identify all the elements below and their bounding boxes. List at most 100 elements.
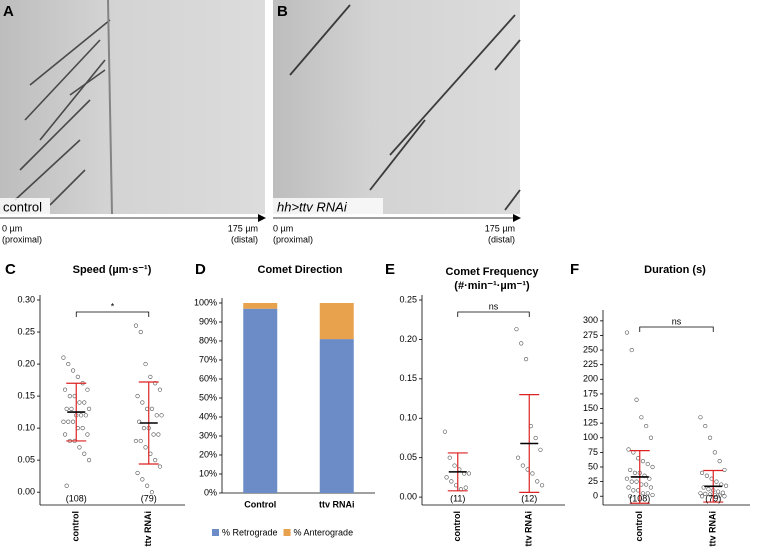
x-tick-label: control xyxy=(452,511,462,542)
data-point xyxy=(151,432,156,437)
y-tick-label: 0.00 xyxy=(17,487,35,497)
data-point xyxy=(634,397,639,402)
data-point xyxy=(514,327,519,332)
data-point xyxy=(85,432,90,437)
data-point xyxy=(515,455,521,460)
y-tick-label: 40% xyxy=(199,411,217,421)
data-point xyxy=(66,361,71,367)
axis-end-note: (distal) xyxy=(488,234,515,244)
data-point xyxy=(140,400,145,405)
data-point xyxy=(67,393,72,399)
kymograph-image xyxy=(273,0,520,214)
y-tick-label: 0.15 xyxy=(17,390,35,400)
data-point xyxy=(648,435,654,440)
bar-segment xyxy=(243,308,278,493)
data-point xyxy=(715,489,721,494)
data-point xyxy=(69,406,74,412)
data-point xyxy=(154,413,159,418)
data-point xyxy=(714,479,719,484)
comet-tracks xyxy=(289,4,521,211)
data-point xyxy=(135,470,140,476)
data-point xyxy=(533,435,538,441)
y-tick-label: 275 xyxy=(583,330,598,340)
data-point xyxy=(520,463,525,468)
data-point xyxy=(519,341,524,346)
y-tick-label: 175 xyxy=(583,388,598,398)
axis-end-note: (distal) xyxy=(231,234,258,244)
data-point xyxy=(703,491,708,496)
chart-title: Comet Direction xyxy=(258,264,343,276)
data-point xyxy=(703,423,708,429)
panel-label: F xyxy=(570,261,579,278)
data-point xyxy=(159,413,164,418)
data-point xyxy=(141,426,147,431)
data-point xyxy=(629,479,634,484)
chart-title: Duration (s) xyxy=(644,264,706,276)
data-point xyxy=(149,406,155,412)
n-label: (79) xyxy=(705,493,721,503)
legend-label: % Retrograde xyxy=(222,527,278,537)
data-point xyxy=(77,445,82,450)
data-point xyxy=(640,491,646,496)
y-tick-label: 0 xyxy=(593,491,598,501)
y-tick-label: 250 xyxy=(583,344,598,354)
data-point xyxy=(629,347,634,353)
data-point xyxy=(62,432,68,437)
data-point xyxy=(156,432,161,437)
y-tick-label: 100% xyxy=(194,297,217,307)
data-point xyxy=(628,494,633,499)
data-point xyxy=(62,387,68,392)
y-tick-label: 50% xyxy=(199,392,217,402)
y-tick-label: 75 xyxy=(588,447,598,457)
data-point xyxy=(143,445,148,450)
significance-label: * xyxy=(111,301,115,311)
y-tick-label: 0.20 xyxy=(17,358,35,368)
data-point xyxy=(149,490,155,495)
y-tick-label: 125 xyxy=(583,418,598,428)
y-tick-label: 0.25 xyxy=(17,326,35,336)
data-point xyxy=(699,470,705,475)
data-point xyxy=(626,447,631,452)
y-tick-label: 0% xyxy=(204,487,217,497)
bar-segment xyxy=(319,303,354,340)
data-point xyxy=(77,400,82,405)
data-point xyxy=(148,374,153,379)
data-point xyxy=(722,494,727,499)
y-tick-label: 200 xyxy=(583,374,598,384)
data-point xyxy=(639,415,644,420)
axis-end: 175 µm xyxy=(228,223,258,233)
data-point xyxy=(704,473,709,478)
significance-bracket xyxy=(75,311,150,317)
data-point xyxy=(135,393,140,399)
x-tick-label: ttv RNAi xyxy=(319,499,355,509)
data-point xyxy=(466,471,472,476)
data-point xyxy=(720,490,725,495)
data-point xyxy=(723,483,729,488)
data-point xyxy=(624,476,630,481)
y-tick-label: 100 xyxy=(583,432,598,442)
data-point xyxy=(138,438,143,444)
data-point xyxy=(64,406,69,412)
y-tick-label: 150 xyxy=(583,403,598,413)
data-point xyxy=(61,419,66,424)
data-point xyxy=(647,476,652,481)
x-tick-label: control xyxy=(634,511,644,542)
data-point xyxy=(83,413,88,418)
y-tick-label: 225 xyxy=(583,359,598,369)
y-tick-label: 50 xyxy=(588,461,598,471)
y-tick-label: 30% xyxy=(199,430,217,440)
kymograph-caption: control xyxy=(3,199,42,214)
y-tick-label: 300 xyxy=(583,315,598,325)
y-tick-label: 80% xyxy=(199,335,217,345)
data-point xyxy=(624,330,630,335)
n-label: (79) xyxy=(141,493,157,503)
data-point xyxy=(538,447,543,452)
y-tick-label: 25 xyxy=(588,476,598,486)
panel-label: A xyxy=(3,3,14,20)
data-point xyxy=(78,413,84,418)
data-point xyxy=(707,492,713,497)
data-point xyxy=(82,451,87,456)
data-point xyxy=(133,438,139,444)
data-point xyxy=(650,464,655,470)
